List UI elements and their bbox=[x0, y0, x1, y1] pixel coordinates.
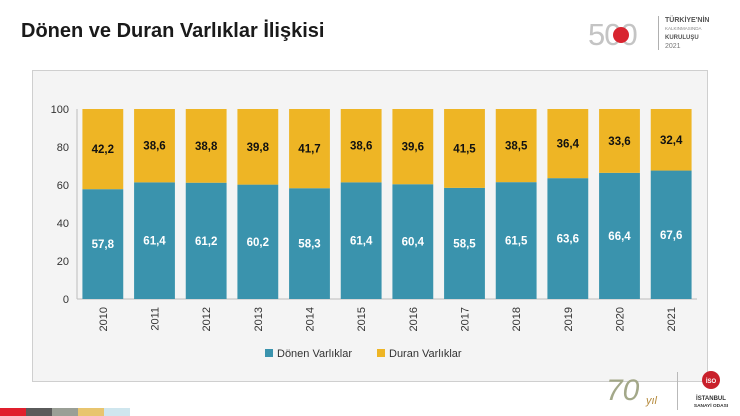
data-label: 61,5 bbox=[505, 236, 528, 248]
data-label: 58,5 bbox=[453, 238, 476, 250]
iso-badge-icon bbox=[702, 371, 720, 389]
data-label: 38,8 bbox=[195, 141, 218, 153]
bar-donen bbox=[134, 182, 175, 299]
stripe bbox=[52, 408, 78, 416]
page-title: Dönen ve Duran Varlıklar İlişkisi bbox=[21, 20, 325, 42]
logo-500-year: 2021 bbox=[665, 43, 681, 50]
bar-duran bbox=[289, 109, 330, 189]
x-tick-label: 2011 bbox=[150, 307, 162, 331]
legend-swatch bbox=[377, 349, 385, 357]
data-label: 39,6 bbox=[402, 142, 424, 154]
iso-line2: SANAYİ ODASI bbox=[694, 402, 729, 409]
x-tick-label: 2014 bbox=[305, 307, 317, 331]
data-label: 61,2 bbox=[195, 236, 217, 248]
data-label: 33,6 bbox=[608, 136, 630, 148]
bar-donen bbox=[237, 184, 279, 299]
legend-label: Duran Varlıklar bbox=[389, 348, 462, 360]
data-label: 60,2 bbox=[247, 237, 269, 249]
bar-donen bbox=[547, 178, 589, 299]
y-tick-label: 0 bbox=[63, 294, 69, 306]
legend-swatch bbox=[265, 349, 273, 357]
logo-500-line1: TÜRKİYE'NİN bbox=[665, 15, 709, 24]
data-label: 60,4 bbox=[402, 237, 425, 249]
bar-donen bbox=[495, 182, 537, 299]
chart-container: 0 20 40 60 80 100 57,8 42,2 2010 61,4 38,6 2011 61,2… bbox=[32, 70, 708, 382]
decorative-stripes bbox=[0, 408, 130, 416]
x-tick-label: 2016 bbox=[408, 307, 420, 331]
bar-donen bbox=[444, 187, 485, 299]
data-label: 38,5 bbox=[505, 141, 528, 153]
bar-duran bbox=[599, 109, 640, 173]
logo-500-line3: KURULUŞU bbox=[665, 35, 699, 41]
bar-donen bbox=[185, 182, 227, 299]
data-label: 67,6 bbox=[660, 230, 682, 242]
iso-line1: İSTANBUL bbox=[696, 395, 726, 402]
bar-donen bbox=[289, 188, 330, 299]
x-tick-label: 2021 bbox=[666, 307, 678, 331]
bar-duran bbox=[340, 109, 382, 183]
x-tick-label: 2012 bbox=[201, 307, 213, 331]
data-label: 41,5 bbox=[453, 143, 476, 155]
y-tick-label: 40 bbox=[57, 218, 69, 230]
bar-duran bbox=[134, 109, 175, 183]
data-label: 41,7 bbox=[298, 144, 320, 156]
seventy-year-logo: 70 yıl bbox=[606, 374, 658, 407]
bar-donen bbox=[340, 182, 382, 299]
data-label: 57,8 bbox=[92, 239, 115, 251]
bar-duran bbox=[185, 109, 227, 183]
logo-500-line2: KALKINMASINDA bbox=[665, 26, 702, 31]
x-tick-label: 2013 bbox=[253, 307, 265, 331]
bar-duran bbox=[82, 109, 124, 190]
y-tick-label: 100 bbox=[51, 104, 69, 116]
data-label: 38,6 bbox=[350, 141, 372, 153]
bar-duran bbox=[237, 109, 279, 185]
stripe bbox=[104, 408, 130, 416]
bar-donen bbox=[82, 189, 124, 299]
x-tick-label: 2019 bbox=[563, 307, 575, 331]
data-label: 39,8 bbox=[247, 142, 270, 154]
bar-donen bbox=[392, 184, 434, 299]
bar-duran bbox=[392, 109, 434, 185]
logo-70-number: 70 bbox=[606, 374, 640, 407]
x-tick-label: 2015 bbox=[356, 307, 368, 331]
logo-500-number: 500 bbox=[588, 17, 637, 52]
x-tick-label: 2010 bbox=[98, 307, 110, 331]
data-label: 66,4 bbox=[608, 231, 631, 243]
y-tick-label: 20 bbox=[57, 256, 69, 268]
x-tick-label: 2020 bbox=[615, 307, 627, 331]
y-tick-label: 60 bbox=[57, 180, 69, 192]
data-label: 61,4 bbox=[143, 236, 166, 248]
bar-donen bbox=[650, 170, 692, 299]
data-label: 58,3 bbox=[298, 239, 320, 251]
data-label: 36,4 bbox=[557, 139, 580, 151]
x-tick-label: 2017 bbox=[460, 307, 472, 331]
logo-divider bbox=[677, 372, 678, 410]
iso-badge-text: İSO bbox=[706, 378, 717, 385]
stacked-bar-chart: 0 20 40 60 80 100 57,8 42,2 2010 61,4 38,6 2011 61,2… bbox=[51, 104, 697, 360]
stripe bbox=[26, 408, 52, 416]
bar-donen bbox=[599, 172, 640, 299]
stripe bbox=[0, 408, 26, 416]
x-tick-label: 2018 bbox=[511, 307, 523, 331]
data-label: 32,4 bbox=[660, 135, 683, 147]
data-label: 61,4 bbox=[350, 236, 373, 248]
logo-500-badge bbox=[613, 27, 629, 43]
bar-duran bbox=[444, 109, 485, 188]
bar-duran bbox=[650, 109, 692, 171]
data-label: 63,6 bbox=[557, 234, 579, 246]
bar-duran bbox=[495, 109, 537, 183]
logo-70-suffix: yıl bbox=[645, 395, 658, 407]
legend-label: Dönen Varlıklar bbox=[277, 348, 352, 360]
data-label: 42,2 bbox=[92, 144, 114, 156]
stripe bbox=[78, 408, 104, 416]
y-tick-label: 80 bbox=[57, 142, 69, 154]
data-label: 38,6 bbox=[143, 141, 165, 153]
bar-duran bbox=[547, 109, 589, 179]
istanbul-sanayi-odasi-logo: İSO İSTANBUL SANAYİ ODASI bbox=[694, 371, 729, 409]
turkiye-500-logo: 500 TÜRKİYE'NİN KALKINMASINDA KURULUŞU 2… bbox=[588, 15, 709, 52]
